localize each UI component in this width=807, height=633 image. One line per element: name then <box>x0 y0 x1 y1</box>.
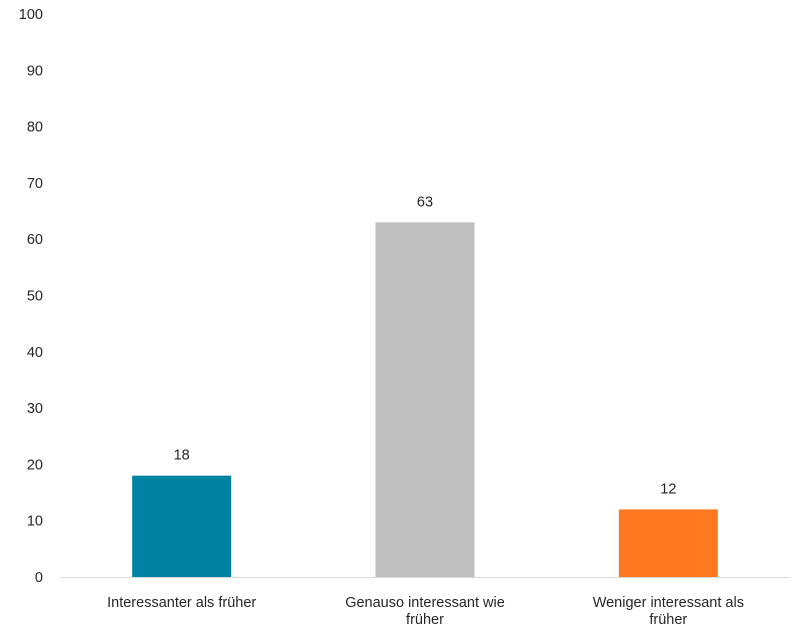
x-tick-label: Weniger interessant als <box>593 595 744 611</box>
x-tick-label: früher <box>649 612 687 628</box>
y-tick-label: 60 <box>27 232 43 248</box>
x-tick-label: früher <box>406 612 444 628</box>
y-tick-label: 100 <box>19 7 43 23</box>
y-tick-label: 0 <box>35 570 43 586</box>
bar <box>375 222 475 577</box>
y-tick-label: 70 <box>27 176 43 192</box>
bars <box>132 222 718 577</box>
x-tick-label: Genauso interessant wie <box>345 595 505 611</box>
data-label: 63 <box>417 194 433 210</box>
y-tick-label: 80 <box>27 120 43 136</box>
x-axis: Interessanter als früher Genauso interess… <box>107 595 744 628</box>
data-label: 18 <box>174 448 190 464</box>
y-tick-label: 20 <box>27 457 43 473</box>
y-tick-label: 10 <box>27 514 43 530</box>
x-tick-label: Interessanter als früher <box>107 595 256 611</box>
data-labels: 18 63 12 <box>174 194 677 497</box>
y-axis: 0 10 20 30 40 50 60 70 80 90 100 <box>19 7 43 586</box>
bar <box>618 509 718 577</box>
y-tick-label: 30 <box>27 401 43 417</box>
y-tick-label: 50 <box>27 289 43 305</box>
bar <box>132 475 232 577</box>
data-label: 12 <box>660 481 676 497</box>
y-tick-label: 40 <box>27 345 43 361</box>
y-tick-label: 90 <box>27 63 43 79</box>
